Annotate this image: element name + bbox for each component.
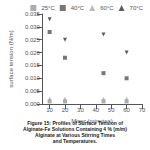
svg-text:50: 50 bbox=[108, 107, 115, 113]
svg-text:0.025: 0.025 bbox=[25, 37, 41, 43]
svg-text:0.010: 0.010 bbox=[25, 75, 41, 81]
svg-text:0.000: 0.000 bbox=[25, 101, 41, 107]
svg-text:0.005: 0.005 bbox=[25, 88, 41, 94]
svg-text:10: 10 bbox=[46, 107, 53, 113]
svg-text:25°C: 25°C bbox=[41, 5, 55, 11]
svg-text:30: 30 bbox=[77, 107, 84, 113]
svg-text:60°C: 60°C bbox=[100, 5, 114, 11]
svg-text:and Temperatures.: and Temperatures. bbox=[53, 138, 98, 144]
svg-text:Figure 15: Profiles of Surface: Figure 15: Profiles of Surface Tension o… bbox=[27, 120, 123, 126]
svg-text:0.035: 0.035 bbox=[25, 11, 41, 17]
svg-text:70: 70 bbox=[139, 107, 146, 113]
svg-text:20: 20 bbox=[62, 107, 69, 113]
svg-text:surface tension (N/m): surface tension (N/m) bbox=[8, 30, 14, 87]
svg-text:40°C: 40°C bbox=[71, 5, 85, 11]
svg-text:0.015: 0.015 bbox=[25, 62, 41, 68]
svg-text:Alginate at Various Stirring T: Alginate at Various Stirring Times bbox=[35, 132, 115, 138]
svg-text:40: 40 bbox=[92, 107, 99, 113]
svg-text:70°C: 70°C bbox=[130, 5, 144, 11]
svg-text:60: 60 bbox=[123, 107, 130, 113]
svg-text:0.030: 0.030 bbox=[25, 24, 41, 30]
svg-text:0.020: 0.020 bbox=[25, 50, 41, 56]
svg-text:Alginate-Fe Solutions Containi: Alginate-Fe Solutions Containing 4 % (m/… bbox=[23, 126, 127, 132]
